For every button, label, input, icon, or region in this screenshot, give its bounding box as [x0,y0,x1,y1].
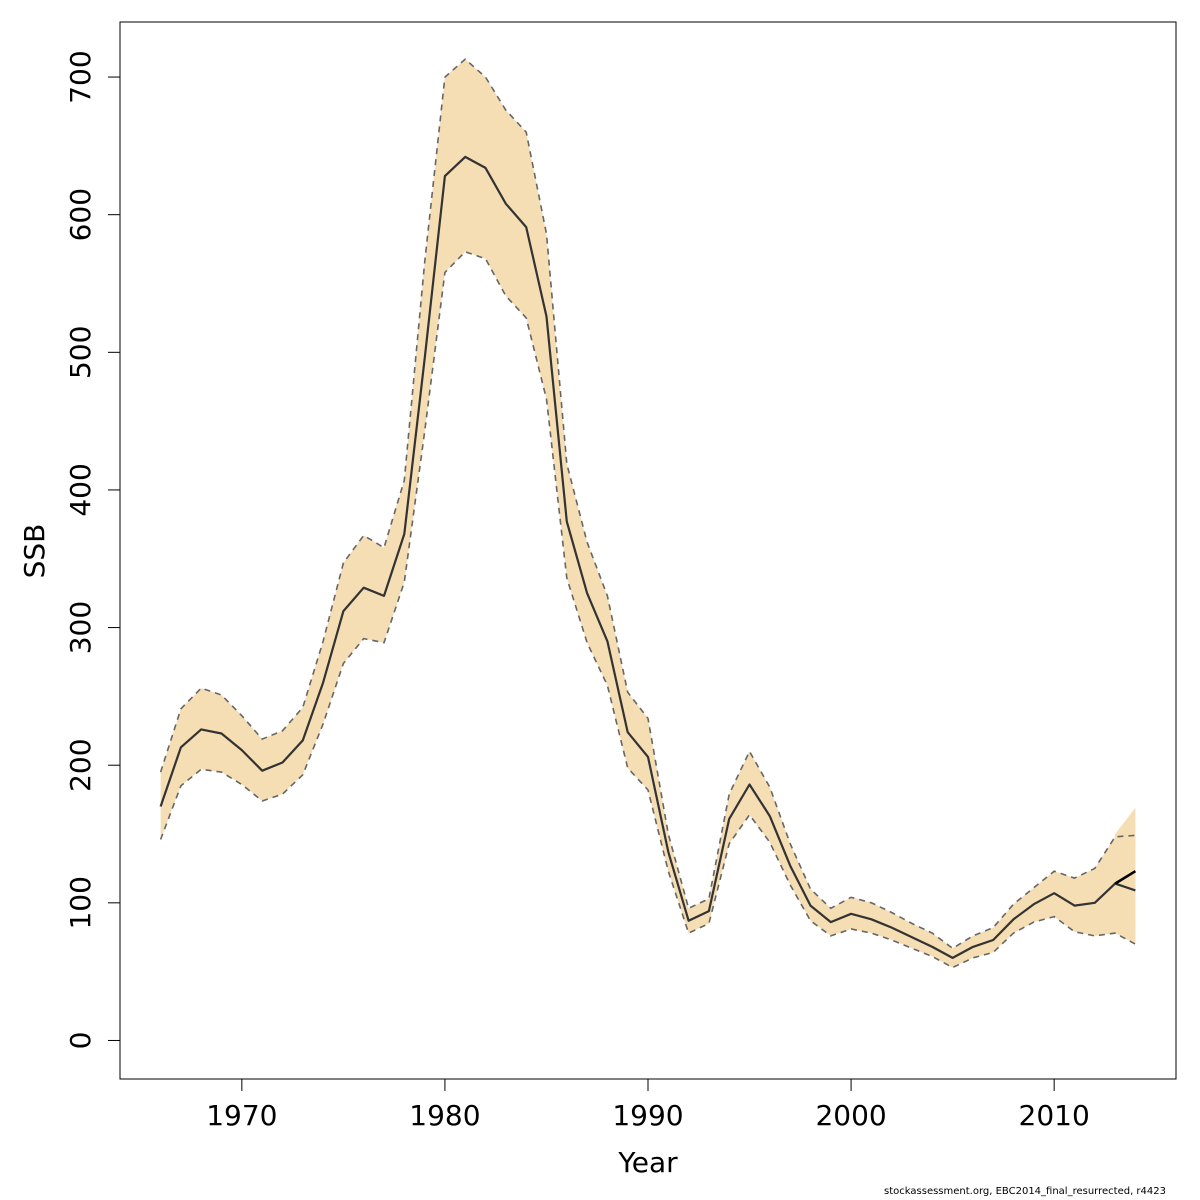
y-tick-label: 200 [64,738,97,791]
x-tick-label: 2000 [815,1099,886,1132]
lower-bound-line [159,250,1136,969]
plot-layer [159,58,1137,969]
y-tick-label: 100 [64,876,97,929]
y-tick-label: 500 [64,326,97,379]
footer-credit: stockassessment.org, EBC2014_final_resur… [884,1186,1166,1197]
forecast-band [1115,807,1136,935]
confidence-band [160,59,1136,968]
x-tick-label: 2010 [1019,1099,1090,1132]
upper-bound-line [159,58,1136,950]
x-axis-label: Year [617,1146,678,1179]
y-tick-label: 600 [64,188,97,241]
x-tick-label: 1990 [612,1099,683,1132]
y-axis-label: SSB [18,524,51,579]
forecast-line [1114,870,1137,885]
y-tick-label: 700 [64,50,97,103]
y-axis: 0 100 200 300 400 500 600 700 [64,50,121,1050]
x-axis: 1970 1980 1990 2000 2010 [206,1078,1090,1132]
x-tick-label: 1970 [206,1099,277,1132]
y-tick-label: 0 [64,1032,97,1050]
y-tick-label: 300 [64,601,97,654]
y-tick-label: 400 [64,463,97,516]
x-tick-label: 1980 [409,1099,480,1132]
ssb-estimate-line [159,155,1136,960]
